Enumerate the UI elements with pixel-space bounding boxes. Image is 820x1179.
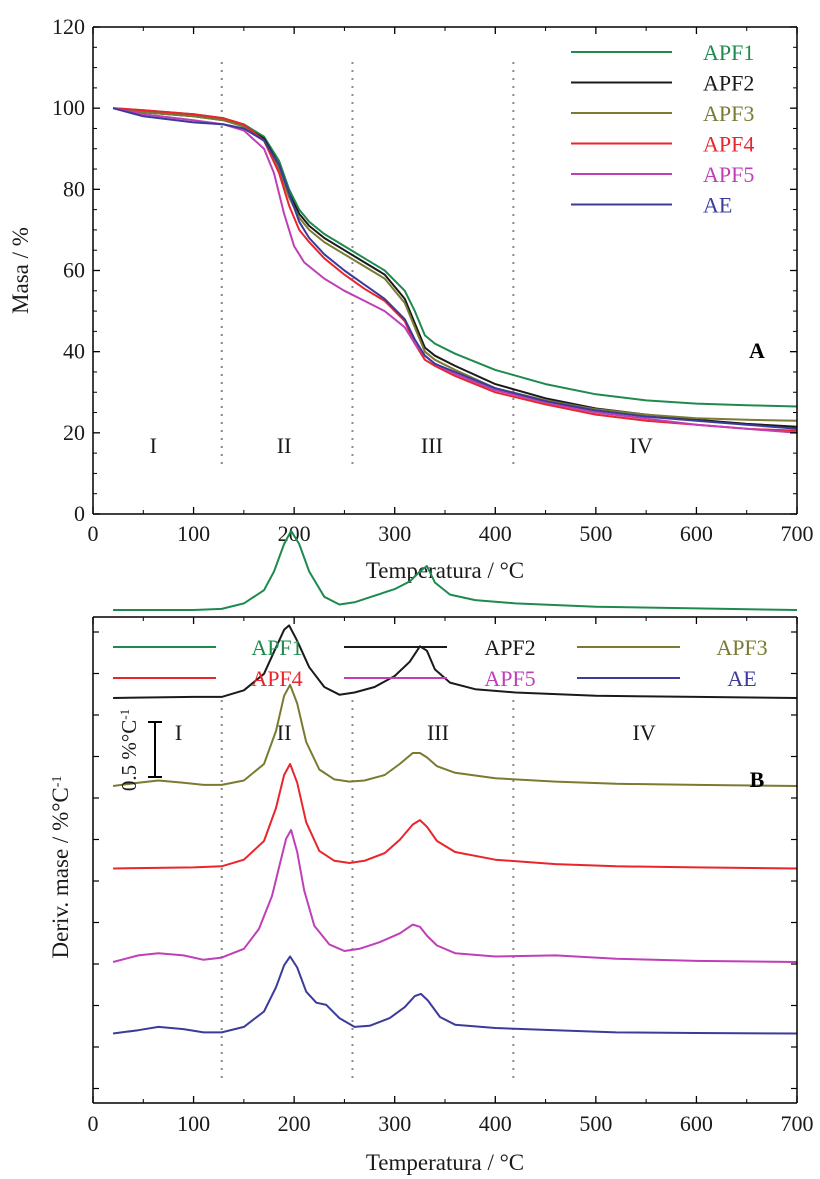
legend-label-apf2: APF2 [703,71,754,96]
x-tick-label-b: 300 [378,1111,411,1136]
y-axis-label-a: Masa / % [8,227,33,314]
y-tick-label-a: 20 [63,420,85,445]
y-tick-label-a: 120 [52,14,85,39]
stage-label-a-1: II [277,433,292,458]
stage-label-b-3: IV [633,720,656,745]
stage-label-a-0: I [150,433,157,458]
legend-b-label-apf2: APF2 [484,635,535,660]
deriv-line-apf1 [113,529,798,611]
deriv-line-apf5 [112,829,798,963]
legend-label-apf4: APF4 [703,132,754,157]
x-tick-label-a: 300 [378,521,411,546]
stage-label-b-0: I [175,720,182,745]
x-tick-label-b: 500 [579,1111,612,1136]
x-axis-label-b: Temperatura / °C [366,1150,524,1175]
deriv-line-apf3 [112,683,798,787]
series-line-apf2 [112,107,798,428]
x-tick-label-a: 400 [479,521,512,546]
deriv-line-ae [112,955,798,1035]
stage-label-a-3: IV [630,433,653,458]
x-axis-label-a: Temperatura / °C [366,558,524,583]
x-tick-label-b: 100 [177,1111,210,1136]
scale-bar-label: 0.5 %°C-1 [117,709,142,791]
series-line-apf4 [113,107,798,432]
stage-label-b-1: II [277,720,292,745]
series-line-apf5 [112,107,798,434]
x-tick-label-b: 200 [278,1111,311,1136]
stage-label-b-2: III [427,720,449,745]
legend-label-ae: AE [703,193,732,218]
legend-b-label-ae: AE [727,666,756,691]
panel-a: I II III IV0 100 200 300 400 500 600 7000204060801… [8,14,814,583]
legend-b-label-apf5: APF5 [484,666,535,691]
deriv-line-apf4 [113,763,798,870]
x-tick-label-a: 0 [88,521,99,546]
series-line-ae [112,107,798,430]
y-tick-label-a: 60 [63,258,85,283]
legend-label-apf5: APF5 [703,162,754,187]
x-tick-label-a: 700 [781,521,814,546]
x-tick-label-a: 100 [177,521,210,546]
panel-b: I II III IV0 100 200 300 400 500 600 700Temperatur… [48,529,814,1175]
legend-label-apf3: APF3 [703,101,754,126]
x-tick-label-b: 0 [88,1111,99,1136]
y-axis-label-b: Deriv. mase / %°C-1 [48,776,73,959]
x-tick-label-a: 200 [278,521,311,546]
y-tick-label-a: 40 [63,339,85,364]
stage-label-a-2: III [421,433,443,458]
y-tick-label-a: 0 [74,501,85,526]
legend-b-label-apf4: APF4 [251,666,302,691]
series-line-apf1 [113,107,798,408]
x-tick-label-b: 600 [680,1111,713,1136]
deriv-line-apf2 [113,624,798,699]
panel-label-b: B [750,767,765,792]
x-tick-label-a: 600 [680,521,713,546]
x-tick-label-a: 500 [579,521,612,546]
legend-b-label-apf1: APF1 [251,635,302,660]
y-tick-label-a: 100 [52,95,85,120]
series-line-apf3 [112,107,798,422]
y-tick-label-a: 80 [63,176,85,201]
x-tick-label-b: 400 [479,1111,512,1136]
legend-b-label-apf3: APF3 [716,635,767,660]
x-tick-label-b: 700 [781,1111,814,1136]
legend-label-apf1: APF1 [703,40,754,65]
panel-label-a: A [749,338,765,363]
